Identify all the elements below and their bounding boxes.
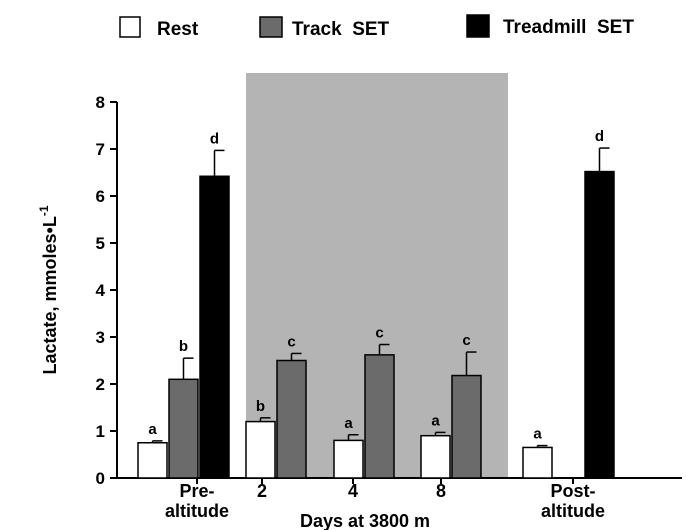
y-axis-label: Lactate, mmoles•L-1 — [37, 205, 60, 374]
legend-label-rest: Rest — [157, 19, 199, 40]
bar-treadmill-set — [584, 170, 615, 479]
significance-label: b — [179, 338, 188, 355]
bar-track-set — [451, 374, 482, 479]
y-tick-label: 8 — [96, 93, 105, 112]
y-tick-label: 3 — [96, 328, 105, 347]
bar-track-set — [276, 359, 307, 479]
significance-label: b — [256, 398, 265, 415]
significance-label: c — [462, 332, 470, 349]
x-tick-label: 2 — [257, 481, 267, 501]
y-tick-label: 4 — [96, 281, 106, 300]
x-tick-label: Pre-altitude — [165, 481, 229, 521]
x-tick-label: Post-altitude — [541, 481, 605, 521]
significance-label: c — [287, 333, 295, 350]
bar-rest — [245, 420, 276, 479]
y-tick-label: 5 — [96, 234, 105, 253]
bar-rest — [137, 442, 168, 479]
significance-label: a — [344, 415, 353, 432]
bar-rest — [522, 446, 553, 479]
y-tick-label: 0 — [96, 469, 105, 488]
y-tick-label: 6 — [96, 187, 105, 206]
legend-item-rest: Rest — [119, 16, 199, 40]
bar-rest — [420, 434, 451, 479]
x-axis-label: Days at 3800 m — [300, 511, 430, 530]
legend: Rest Track SET Treadmill SET — [119, 14, 634, 40]
y-tick-label: 7 — [96, 140, 105, 159]
significance-label: d — [210, 130, 219, 147]
x-tick-label: 4 — [348, 481, 358, 501]
y-axis-label-superscript: -1 — [37, 205, 51, 216]
legend-swatch-rest — [119, 16, 141, 38]
x-tick-label: 8 — [436, 481, 446, 501]
y-tick-label: 1 — [96, 422, 105, 441]
bar-track-set — [168, 378, 199, 479]
legend-label-track-set: Track SET — [292, 19, 390, 40]
legend-item-treadmill-set: Treadmill SET — [466, 14, 634, 38]
significance-label: a — [533, 426, 542, 443]
significance-label: a — [431, 412, 440, 429]
bar-treadmill-set — [199, 175, 230, 479]
legend-swatch-treadmill-set — [466, 14, 490, 38]
significance-label: a — [148, 421, 157, 438]
y-tick-label: 2 — [96, 375, 105, 394]
legend-label-treadmill-set: Treadmill SET — [503, 17, 634, 38]
bar-track-set — [364, 354, 395, 479]
bar-rest — [333, 439, 364, 479]
legend-swatch-track-set — [259, 16, 283, 38]
significance-label: c — [375, 325, 383, 342]
legend-item-track-set: Track SET — [259, 16, 390, 40]
y-axis-label-text: Lactate, mmoles•L — [40, 216, 60, 374]
significance-label: d — [595, 128, 604, 145]
